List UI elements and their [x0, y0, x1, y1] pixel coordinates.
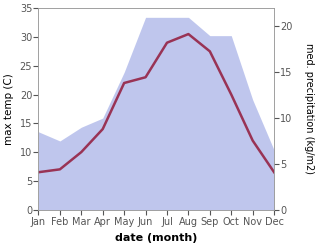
Y-axis label: max temp (C): max temp (C) [4, 73, 14, 145]
Y-axis label: med. precipitation (kg/m2): med. precipitation (kg/m2) [304, 43, 314, 174]
X-axis label: date (month): date (month) [115, 233, 197, 243]
